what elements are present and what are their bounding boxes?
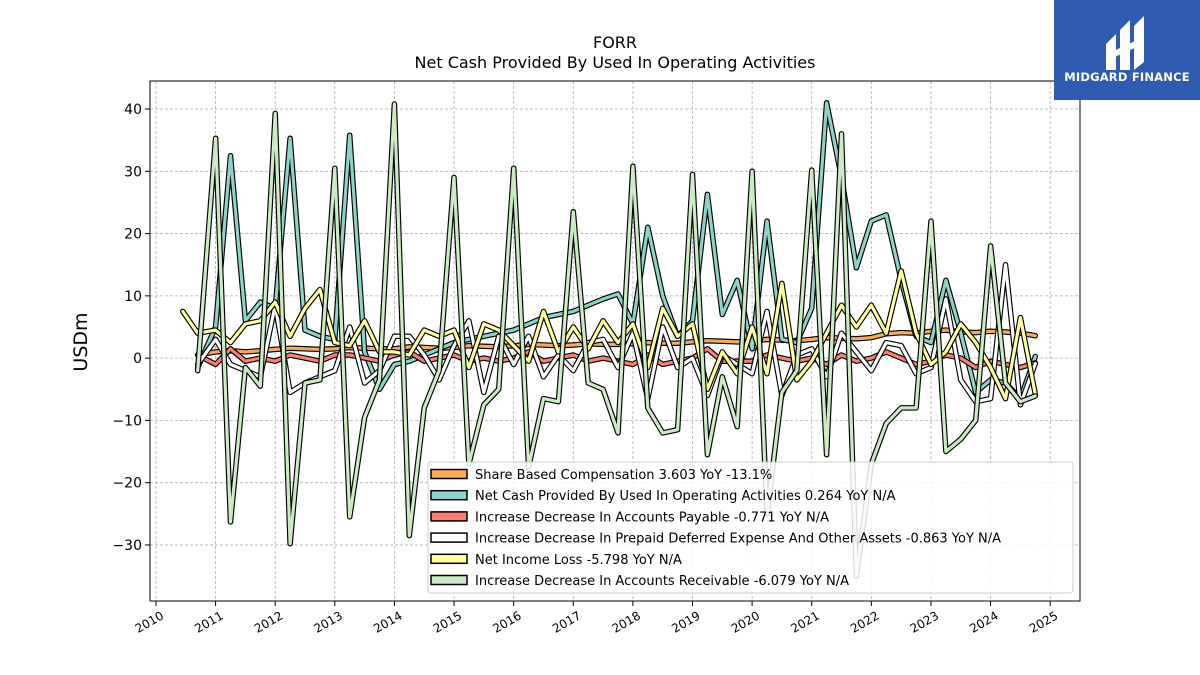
legend-swatch bbox=[430, 489, 468, 501]
legend-label: Increase Decrease In Accounts Receivable… bbox=[475, 574, 849, 589]
legend-label: Net Cash Provided By Used In Operating A… bbox=[475, 489, 896, 504]
brand-logo: MIDGARD FINANCE bbox=[1054, 0, 1200, 100]
x-tick-label: 2025 bbox=[1027, 608, 1060, 635]
legend-entry: Increase Decrease In Accounts Receivable… bbox=[430, 574, 849, 589]
y-tick-label: 40 bbox=[124, 102, 142, 118]
chart-subtitle: Net Cash Provided By Used In Operating A… bbox=[415, 53, 816, 72]
series-4 bbox=[180, 268, 1039, 402]
legend: Share Based Compensation 3.603 YoY -13.1… bbox=[427, 461, 1074, 594]
x-tick-label: 2020 bbox=[729, 608, 762, 635]
logo-mark-icon bbox=[1106, 16, 1144, 70]
legend-swatch bbox=[430, 532, 468, 543]
y-axis-label: USDm bbox=[70, 312, 92, 371]
legend-label: Net Income Loss -5.798 YoY N/A bbox=[475, 553, 682, 568]
x-tick-label: 2012 bbox=[252, 608, 285, 635]
legend-label: Share Based Compensation 3.603 YoY -13.1… bbox=[475, 468, 772, 483]
x-tick-label: 2017 bbox=[550, 608, 583, 635]
chart-title: FORR bbox=[593, 33, 637, 52]
x-tick-label: 2010 bbox=[133, 608, 166, 635]
y-tick-label: 10 bbox=[124, 289, 142, 305]
x-tick-label: 2018 bbox=[610, 608, 643, 635]
y-tick-label: 0 bbox=[133, 351, 142, 367]
legend-label: Increase Decrease In Accounts Payable -0… bbox=[475, 510, 829, 525]
x-tick-label: 2016 bbox=[490, 608, 523, 635]
x-tick-label: 2022 bbox=[848, 608, 881, 635]
legend-box bbox=[427, 461, 1074, 594]
plot-frame bbox=[149, 80, 1081, 602]
x-tick-label: 2019 bbox=[669, 608, 702, 635]
y-tick-label: −30 bbox=[112, 538, 142, 554]
legend-swatch bbox=[430, 553, 468, 565]
x-tick-label: 2021 bbox=[788, 608, 821, 635]
legend-entry: Net Income Loss -5.798 YoY N/A bbox=[430, 553, 682, 568]
legend-entry: Increase Decrease In Prepaid Deferred Ex… bbox=[430, 532, 1001, 547]
legend-entry: Net Cash Provided By Used In Operating A… bbox=[430, 489, 896, 504]
logo-text: MIDGARD FINANCE bbox=[1064, 70, 1190, 84]
series-5 bbox=[194, 101, 1039, 579]
y-tick-label: −20 bbox=[112, 476, 142, 492]
x-tick-label: 2013 bbox=[312, 608, 345, 635]
series-line bbox=[196, 263, 1037, 407]
x-tick-label: 2023 bbox=[908, 608, 941, 635]
legend-label: Increase Decrease In Prepaid Deferred Ex… bbox=[475, 532, 1001, 547]
legend-entry: Share Based Compensation 3.603 YoY -13.1… bbox=[430, 468, 772, 483]
x-tick-label: 2024 bbox=[967, 608, 1000, 635]
series-line bbox=[196, 102, 1037, 578]
y-tick-label: 30 bbox=[124, 164, 142, 180]
legend-swatch bbox=[430, 511, 468, 522]
legend-entry: Increase Decrease In Accounts Payable -0… bbox=[430, 510, 829, 525]
legend-swatch bbox=[430, 574, 468, 586]
series-line bbox=[181, 269, 1037, 401]
x-tick-label: 2011 bbox=[192, 608, 225, 635]
y-tick-label: −10 bbox=[112, 413, 142, 429]
y-tick-label: 20 bbox=[124, 227, 142, 243]
x-tick-label: 2014 bbox=[371, 608, 404, 635]
series-3 bbox=[194, 261, 1039, 408]
x-tick-label: 2015 bbox=[431, 608, 464, 635]
series-layer bbox=[180, 100, 1039, 579]
legend-swatch bbox=[430, 468, 468, 480]
